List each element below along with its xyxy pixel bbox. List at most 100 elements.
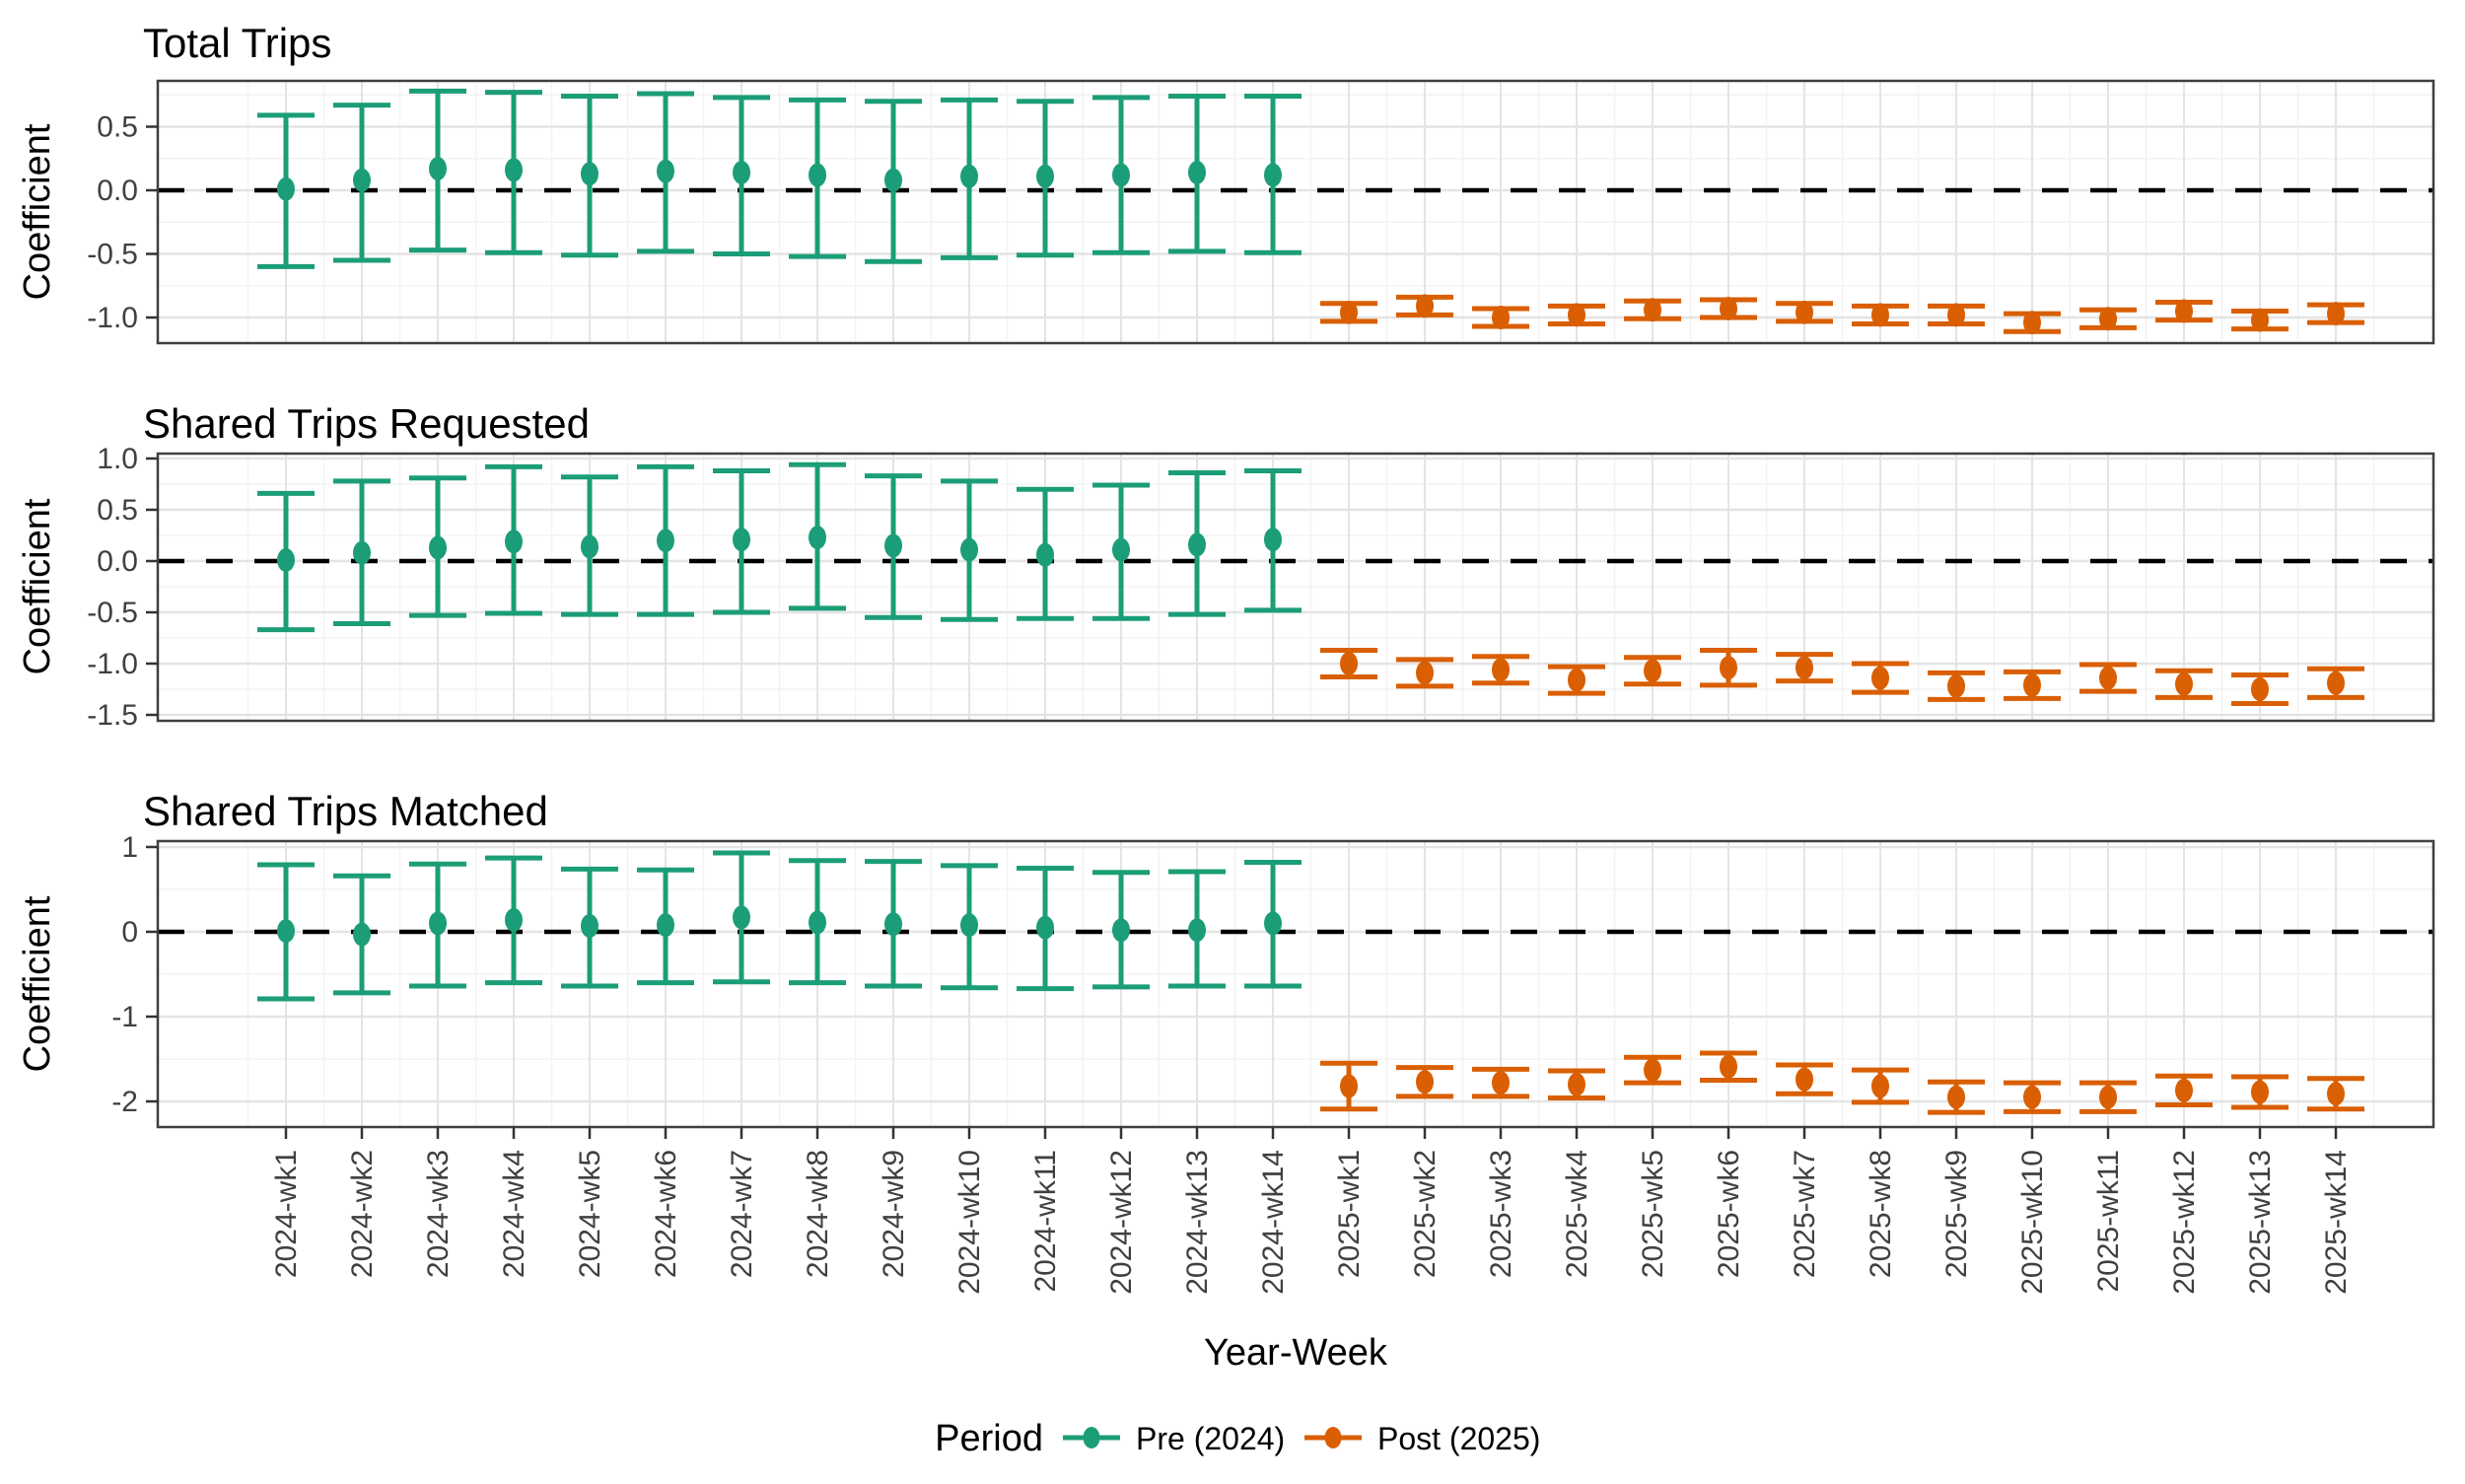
errorbar-2025-wk4 — [1548, 303, 1605, 327]
point-estimate — [1796, 1067, 1813, 1092]
errorbar-2024-wk5 — [561, 866, 618, 989]
point-estimate — [2175, 1078, 2193, 1102]
panel-3: 1 0 -1 -2 — [111, 831, 2435, 1129]
x-tick-label: 2024-wk4 — [498, 1150, 530, 1278]
point-estimate — [733, 905, 750, 930]
errorbar-2024-wk12 — [1092, 870, 1150, 990]
errorbar-2025-wk12 — [2155, 299, 2213, 323]
errorbar-2024-wk10 — [941, 97, 998, 260]
point-estimate — [1416, 294, 1434, 318]
errorbar-2024-wk11 — [1017, 486, 1074, 621]
errorbar-2024-wk14 — [1244, 467, 1302, 613]
x-tick-label: 2025-wk13 — [2244, 1150, 2277, 1295]
panel-title-shared-trips-requested: Shared Trips Requested — [143, 400, 590, 447]
y-tick-label: 1.0 — [97, 443, 138, 475]
y-tick-label: 0.5 — [97, 111, 138, 144]
point-estimate — [1568, 668, 1585, 692]
x-tick-label: 2024-wk3 — [422, 1150, 455, 1278]
point-estimate — [1644, 659, 1661, 683]
errorbar-2024-wk8 — [789, 97, 846, 259]
errorbar-2025-wk12 — [2155, 668, 2213, 700]
point-estimate — [809, 526, 826, 550]
point-estimate — [581, 162, 599, 186]
y-tick-label: 0.0 — [97, 545, 138, 578]
point-estimate — [809, 163, 826, 187]
errorbar-2024-wk7 — [713, 850, 770, 985]
errorbar-2024-wk13 — [1168, 470, 1226, 617]
errorbar-2025-wk2 — [1396, 657, 1453, 689]
x-tick-label: 2025-wk2 — [1409, 1150, 1442, 1278]
series-post — [1320, 1050, 2364, 1115]
point-estimate — [733, 528, 750, 552]
y-tick-label: -1.5 — [87, 699, 138, 732]
series-pre — [257, 461, 1302, 633]
legend-title: Period — [935, 1418, 1043, 1459]
errorbar-2025-wk3 — [1472, 654, 1529, 686]
errorbar-2025-wk14 — [2307, 666, 2364, 700]
errorbar-2025-wk11 — [2079, 1080, 2137, 1114]
errorbar-2024-wk10 — [941, 863, 998, 991]
x-tick-label: 2025-wk4 — [1561, 1150, 1593, 1278]
errorbar-2024-wk13 — [1168, 94, 1226, 254]
point-estimate — [2099, 666, 2117, 690]
errorbar-2025-wk2 — [1396, 294, 1453, 318]
point-estimate — [2251, 308, 2269, 332]
point-estimate — [1264, 911, 1282, 936]
errorbar-2024-wk6 — [637, 91, 694, 254]
errorbar-2025-wk14 — [2307, 1076, 2364, 1112]
panel-border — [156, 452, 2435, 723]
point-estimate — [1416, 1070, 1434, 1095]
point-estimate — [1720, 1054, 1737, 1079]
point-estimate — [353, 168, 371, 192]
x-tick-label: 2024-wk12 — [1105, 1150, 1138, 1295]
y-tick-label: -0.5 — [87, 597, 138, 629]
x-tick-label: 2024-wk11 — [1029, 1150, 1062, 1293]
errorbar-2024-wk2 — [333, 478, 390, 626]
y-tick-label: 0.5 — [97, 494, 138, 527]
errorbar-2024-wk3 — [409, 861, 466, 989]
point-estimate — [1188, 918, 1206, 943]
point-estimate — [1112, 537, 1130, 562]
errorbar-2025-wk13 — [2231, 1074, 2289, 1110]
point-estimate — [1568, 1072, 1585, 1096]
errorbar-2024-wk1 — [257, 862, 315, 1002]
point-estimate — [1796, 656, 1813, 680]
errorbar-2024-wk9 — [865, 99, 922, 264]
point-estimate — [1947, 673, 1965, 698]
errorbar-2024-wk4 — [485, 855, 542, 986]
point-estimate — [2327, 1082, 2345, 1106]
x-tick-label: 2024-wk14 — [1257, 1150, 1290, 1295]
y-tick-label: -1 — [111, 1001, 138, 1033]
point-estimate — [733, 160, 750, 184]
legend-key-point-post — [1324, 1427, 1342, 1449]
point-estimate — [2327, 671, 2345, 695]
legend-key-point-pre — [1083, 1427, 1100, 1449]
point-estimate — [2175, 671, 2193, 696]
series-pre — [257, 88, 1302, 269]
x-tick-label: 2024-wk13 — [1181, 1150, 1214, 1295]
errorbar-2024-wk14 — [1244, 859, 1302, 989]
x-tick-label: 2025-wk7 — [1789, 1150, 1821, 1278]
point-estimate — [429, 157, 447, 181]
panel-1: 0.5 0.0 -0.5 -1.0 — [87, 79, 2435, 345]
y-tick-label: 0.0 — [97, 175, 138, 207]
point-estimate — [353, 922, 371, 947]
point-estimate — [1036, 164, 1054, 188]
errorbar-2024-wk7 — [713, 95, 770, 256]
errorbar-2025-wk8 — [1852, 1067, 1909, 1105]
panel-border — [156, 839, 2435, 1129]
errorbar-2025-wk10 — [2004, 1080, 2061, 1114]
series-post — [1320, 294, 2364, 335]
point-estimate — [277, 919, 295, 944]
errorbar-2025-wk10 — [2004, 669, 2061, 701]
errorbar-2024-wk4 — [485, 90, 542, 255]
y-tick-label: -1.0 — [87, 648, 138, 680]
x-tick-label: 2025-wk12 — [2168, 1150, 2201, 1295]
errorbar-2025-wk5 — [1624, 1054, 1681, 1086]
y-tick-label: 0 — [121, 916, 138, 949]
legend-label-post: Post (2025) — [1377, 1421, 1540, 1456]
point-estimate — [657, 529, 674, 553]
point-estimate — [1112, 163, 1130, 187]
x-tick-label: 2024-wk7 — [726, 1150, 758, 1278]
